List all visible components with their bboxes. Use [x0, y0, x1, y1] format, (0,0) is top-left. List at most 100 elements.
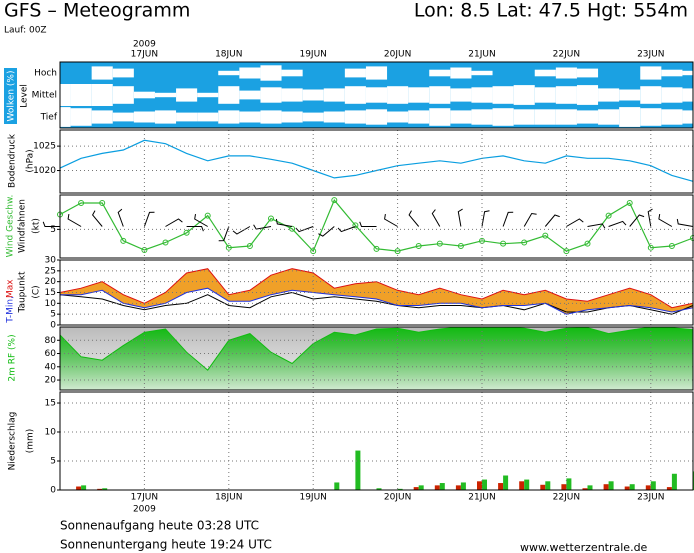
x-tick-label: 19JUN [299, 493, 326, 503]
cloud-cover [133, 91, 155, 99]
x-tick-label: 20JUN [384, 493, 411, 503]
cloud-cover [344, 68, 366, 78]
precipitation-bar [608, 481, 614, 490]
cloud-cover [408, 110, 430, 124]
legend-label: Wind Geschw. [6, 195, 16, 258]
precipitation-bar [81, 485, 87, 490]
cloud-cover [133, 111, 155, 123]
wind-barb [523, 212, 537, 227]
wind-speed-point [310, 248, 317, 255]
precipitation-bar [397, 488, 403, 490]
wind-speed-point [415, 242, 422, 249]
precipitation-bar [413, 487, 419, 490]
cloud-cover [640, 66, 662, 80]
wind-speed-line [59, 199, 694, 253]
x-tick-label: 21JUN [468, 50, 495, 60]
precipitation-bar [418, 485, 424, 490]
cloud-cover [576, 68, 599, 78]
cloud-cover [197, 112, 219, 122]
x-tick-label: 23JUN [637, 493, 664, 503]
y-tick-label: 10 [45, 428, 57, 438]
y-tick-label: 0 [50, 486, 56, 496]
x-tick-label: 19JUN [299, 50, 326, 60]
legend-label: Windfahnen [18, 199, 28, 253]
wind-speed-point [268, 215, 274, 222]
wind-speed-point [78, 200, 85, 207]
cloud-cover [70, 108, 92, 126]
cloud-cover [534, 109, 556, 125]
cloud-cover [302, 112, 324, 122]
y-tick-label: 25 [45, 266, 56, 276]
cloud-cover [154, 92, 177, 98]
precipitation-bar [540, 484, 546, 490]
cloud-cover [661, 87, 683, 103]
y-tick-label: 1025 [33, 142, 56, 152]
cloud-cover [239, 90, 261, 100]
cloud-cover [365, 109, 388, 125]
cloud-cover [387, 111, 409, 123]
wind-barb [384, 214, 398, 227]
x-tick-label: 21JUN [468, 493, 495, 503]
y-tick-label: 30 [45, 256, 57, 266]
wind-barb [408, 210, 420, 227]
cloud-cover [323, 111, 345, 123]
wind-barb [218, 226, 230, 242]
precipitation-bar [477, 481, 482, 490]
cloud-cover [471, 109, 493, 125]
cloud-cover [60, 107, 71, 127]
precipitation-bar [545, 481, 551, 490]
cloud-cover [429, 108, 451, 126]
cloud-cover [176, 112, 198, 122]
wind-speed-point [647, 244, 654, 251]
precipitation-bar [587, 485, 593, 490]
wind-barb [67, 214, 82, 227]
sunset: Sonnenuntergang heute 19:24 UTC [60, 538, 272, 552]
panel-frame [59, 61, 694, 129]
cloud-cover [576, 85, 599, 105]
cloud-cover [112, 68, 134, 78]
cloud-cover [576, 110, 599, 124]
wind-speed-point [225, 244, 232, 251]
cloud-cover [661, 69, 683, 77]
wind-barb [457, 208, 463, 227]
cloud-cover [598, 109, 620, 125]
wind-speed-point [352, 222, 359, 229]
cloud-cover [91, 110, 113, 124]
precipitation-bar [439, 483, 445, 490]
precipitation-bar [76, 486, 82, 490]
y-label: Wolken (%) [7, 71, 17, 122]
location: Lon: 8.5 Lat: 47.5 Hgt: 554m [414, 0, 688, 22]
wind-speed-point [204, 212, 211, 219]
precipitation-bar [97, 488, 103, 490]
cloud-cover [534, 69, 556, 77]
cloud-cover [640, 108, 662, 126]
precipitation-bar [355, 450, 361, 490]
precipitation-bar [434, 485, 440, 490]
y-tick-label: 5 [50, 310, 56, 320]
panel-frame [59, 259, 694, 326]
wind-barb [194, 214, 208, 227]
wind-barb [337, 226, 356, 233]
cloud-cover [492, 86, 514, 104]
wind-speed-point [500, 240, 507, 247]
cloud-cover [218, 70, 240, 76]
run: Lauf: 00Z [4, 26, 47, 36]
wind-barb [232, 226, 251, 235]
precipitation-bar [102, 488, 108, 490]
cloud-cover [450, 67, 472, 79]
temperature-line [59, 291, 694, 315]
wind-speed-point [668, 242, 675, 249]
y-label: Niederschlag [8, 412, 18, 471]
wind-barb [253, 224, 272, 230]
cloud-label-box [4, 68, 17, 124]
cloud-cover [281, 69, 303, 77]
cloud-cover [682, 110, 693, 124]
cloud-cover [513, 109, 535, 125]
y-label: Bodendruck [8, 133, 18, 188]
wind-barb [587, 223, 606, 229]
legend-label: Max [6, 279, 16, 298]
cloud-cover [197, 92, 219, 98]
cloud-cover [344, 86, 366, 104]
cloud-cover [344, 110, 366, 124]
